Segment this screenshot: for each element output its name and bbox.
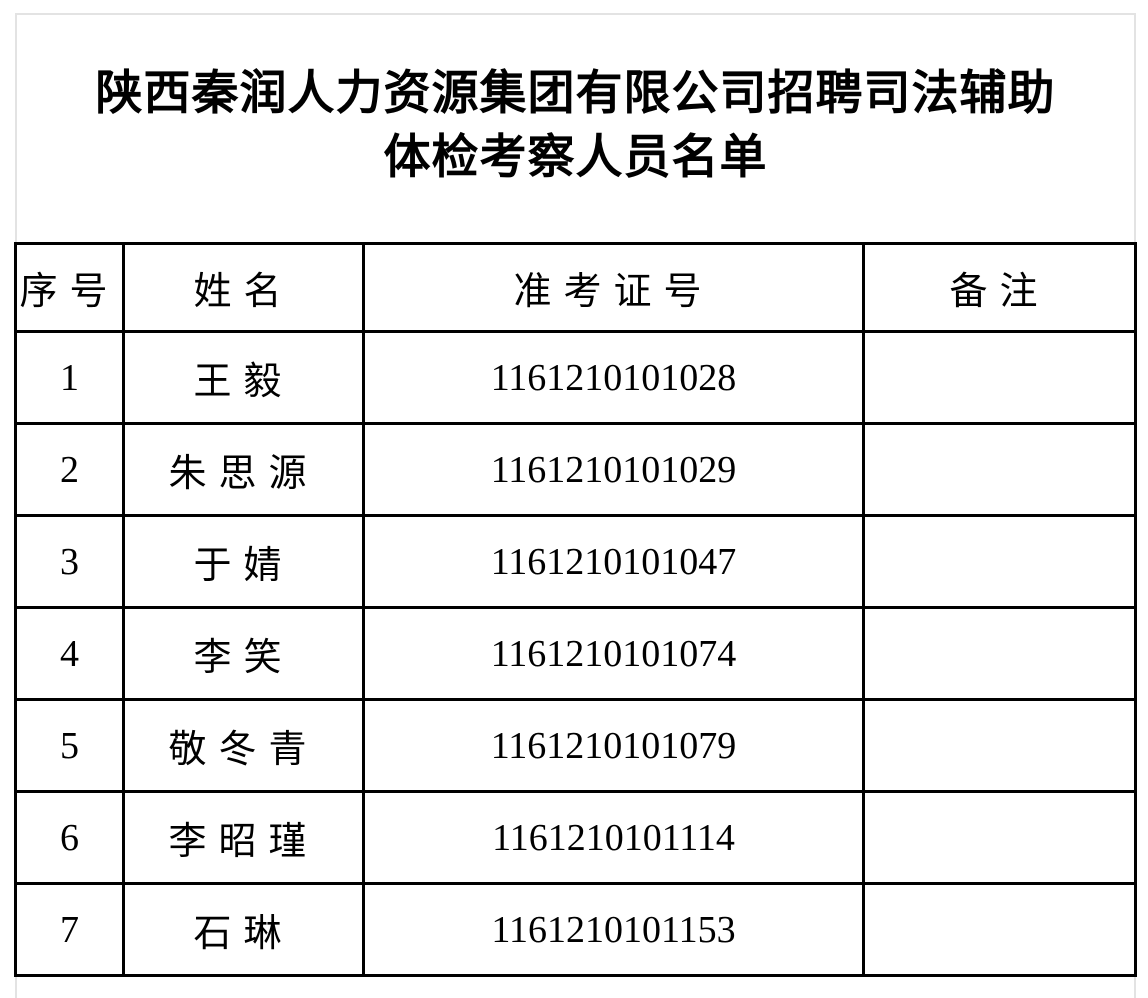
roster-table: 序号 姓名 准考证号 备注 1 王毅 1161210101028 2 朱思源 1… xyxy=(14,242,1137,977)
cell-remark xyxy=(862,790,1137,885)
cell-ticket: 1161210101074 xyxy=(362,606,865,701)
cell-serial: 1 xyxy=(14,330,125,425)
cell-ticket: 1161210101029 xyxy=(362,422,865,517)
cell-name: 李笑 xyxy=(122,606,365,701)
cell-ticket: 1161210101114 xyxy=(362,790,865,885)
cell-name: 敬冬青 xyxy=(122,698,365,793)
table-row: 5 敬冬青 1161210101079 xyxy=(14,698,1137,793)
cell-remark xyxy=(862,606,1137,701)
cell-ticket: 1161210101079 xyxy=(362,698,865,793)
cell-serial: 4 xyxy=(14,606,125,701)
cell-ticket: 1161210101153 xyxy=(362,882,865,977)
cell-remark xyxy=(862,514,1137,609)
header-cell-ticket: 准考证号 xyxy=(362,242,865,333)
cell-serial: 2 xyxy=(14,422,125,517)
cell-name: 石琳 xyxy=(122,882,365,977)
cell-serial: 7 xyxy=(14,882,125,977)
header-cell-remark: 备注 xyxy=(862,242,1137,333)
cell-remark xyxy=(862,330,1137,425)
cell-ticket: 1161210101028 xyxy=(362,330,865,425)
cell-remark xyxy=(862,882,1137,977)
cell-serial: 6 xyxy=(14,790,125,885)
cell-serial: 3 xyxy=(14,514,125,609)
table-row: 3 于婧 1161210101047 xyxy=(14,514,1137,609)
cell-remark xyxy=(862,698,1137,793)
cell-name: 朱思源 xyxy=(122,422,365,517)
cell-name: 王毅 xyxy=(122,330,365,425)
table-row: 2 朱思源 1161210101029 xyxy=(14,422,1137,517)
table-row: 7 石琳 1161210101153 xyxy=(14,882,1137,977)
page-title-line1: 陕西秦润人力资源集团有限公司招聘司法辅助 xyxy=(95,68,1056,120)
table-row: 1 王毅 1161210101028 xyxy=(14,330,1137,425)
page-title: 陕西秦润人力资源集团有限公司招聘司法辅助 体检考察人员名单 xyxy=(15,62,1136,190)
table-row: 4 李笑 1161210101074 xyxy=(14,606,1137,701)
page-title-line2: 体检考察人员名单 xyxy=(383,132,768,184)
cell-name: 李昭瑾 xyxy=(122,790,365,885)
table-row: 6 李昭瑾 1161210101114 xyxy=(14,790,1137,885)
cell-name: 于婧 xyxy=(122,514,365,609)
header-cell-name: 姓名 xyxy=(122,242,365,333)
header-cell-serial: 序号 xyxy=(14,242,125,333)
header-row: 序号 姓名 准考证号 备注 xyxy=(14,242,1137,333)
cell-serial: 5 xyxy=(14,698,125,793)
cell-ticket: 1161210101047 xyxy=(362,514,865,609)
cell-remark xyxy=(862,422,1137,517)
